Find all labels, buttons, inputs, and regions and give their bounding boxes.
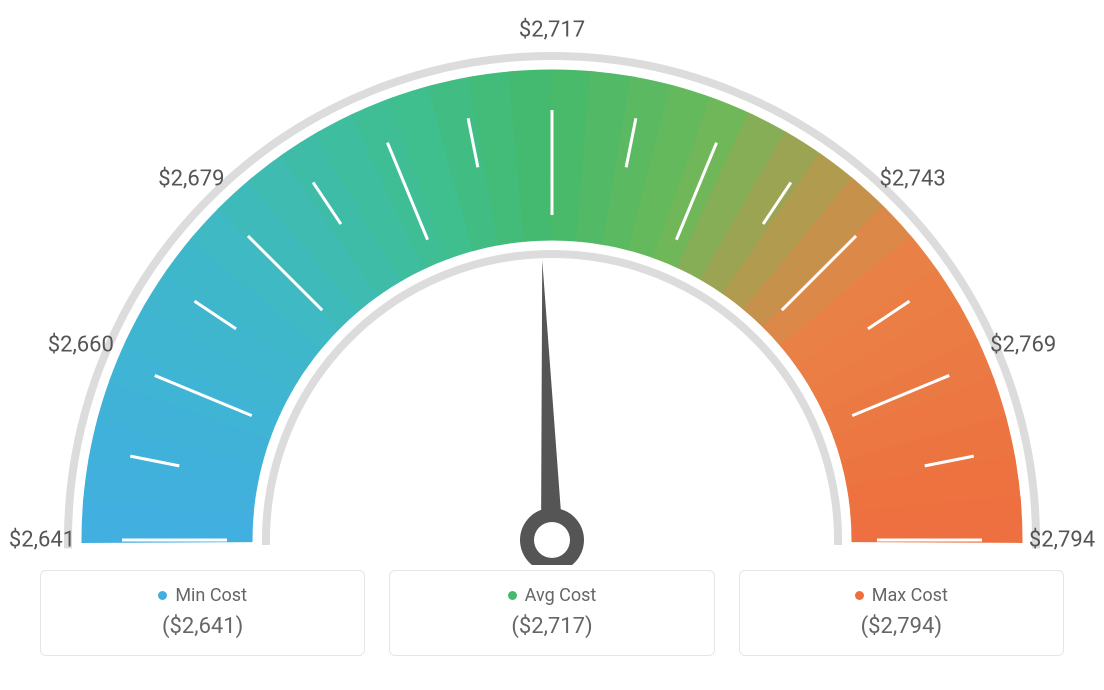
gauge-tick-label: $2,641 bbox=[9, 528, 75, 553]
avg-cost-dot bbox=[508, 591, 517, 600]
gauge-tick-label: $2,679 bbox=[158, 167, 224, 192]
max-cost-dot bbox=[855, 591, 864, 600]
avg-cost-label: Avg Cost bbox=[525, 585, 597, 606]
min-cost-dot bbox=[158, 591, 167, 600]
gauge-chart: $2,641 $2,660 $2,679 $2,717 $2,743 $2,769 $2,7… bbox=[0, 0, 1104, 565]
gauge-tick-label: $2,794 bbox=[1029, 528, 1095, 553]
gauge-tick-label: $2,743 bbox=[880, 167, 946, 192]
min-cost-label: Min Cost bbox=[175, 585, 247, 606]
min-cost-title: Min Cost bbox=[158, 585, 247, 606]
min-cost-card: Min Cost ($2,641) bbox=[40, 570, 365, 656]
max-cost-title: Max Cost bbox=[855, 585, 948, 606]
gauge-tick-label: $2,660 bbox=[48, 332, 114, 357]
avg-cost-value: ($2,717) bbox=[408, 614, 695, 639]
summary-cards: Min Cost ($2,641) Avg Cost ($2,717) Max … bbox=[0, 570, 1104, 656]
max-cost-card: Max Cost ($2,794) bbox=[739, 570, 1064, 656]
gauge-tick-label: $2,769 bbox=[990, 332, 1056, 357]
gauge-tick-label: $2,717 bbox=[519, 18, 585, 43]
max-cost-value: ($2,794) bbox=[758, 614, 1045, 639]
max-cost-label: Max Cost bbox=[872, 585, 948, 606]
min-cost-value: ($2,641) bbox=[59, 614, 346, 639]
avg-cost-card: Avg Cost ($2,717) bbox=[389, 570, 714, 656]
gauge-svg bbox=[0, 0, 1104, 565]
avg-cost-title: Avg Cost bbox=[508, 585, 597, 606]
